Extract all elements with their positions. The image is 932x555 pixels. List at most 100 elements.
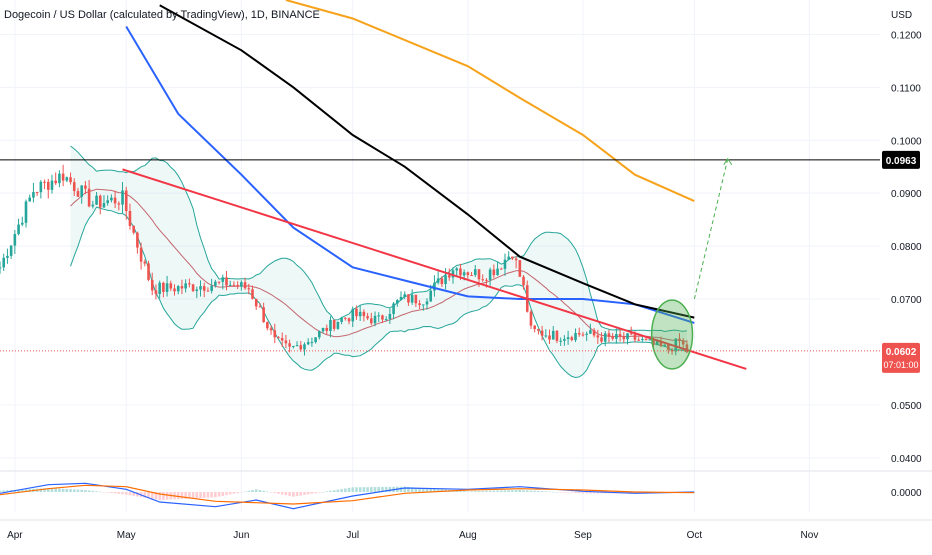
candle: [655, 341, 659, 345]
candle: [199, 286, 202, 290]
macd-histogram-bar: [150, 492, 154, 499]
candle: [466, 272, 470, 276]
candle: [32, 192, 35, 198]
candle: [150, 279, 154, 291]
macd-histogram-bar: [507, 490, 510, 492]
candle: [292, 345, 295, 347]
candle: [95, 195, 98, 205]
moving-average-line: [125, 25, 695, 324]
candle: [641, 339, 644, 341]
macd-histogram-bar: [485, 490, 488, 492]
candle: [440, 278, 444, 285]
macd-histogram-bar: [381, 486, 384, 492]
x-tick-label: Sep: [574, 530, 592, 541]
candle: [678, 338, 681, 341]
macd-histogram-bar: [136, 492, 139, 497]
macd-histogram-bar: [95, 491, 98, 492]
macd-histogram-bar: [533, 490, 536, 492]
macd-histogram-bar: [162, 492, 165, 500]
macd-histogram-bar: [46, 488, 50, 492]
candle: [563, 339, 566, 341]
candle: [574, 333, 577, 341]
candle: [180, 286, 184, 289]
macd-zero-label: 0.0000: [891, 488, 922, 499]
macd-histogram-bar: [329, 490, 332, 492]
projection-arrow-head: [723, 157, 733, 166]
macd-histogram-bar: [459, 490, 462, 492]
candle: [410, 294, 414, 303]
macd-histogram-bar: [121, 492, 124, 495]
candle: [113, 197, 117, 204]
candle: [228, 284, 232, 286]
candle: [473, 269, 477, 276]
candle: [626, 333, 629, 340]
countdown-label: 07:01:00: [883, 360, 918, 370]
macd-histogram-bar: [407, 486, 410, 492]
macd-histogram-bar: [436, 489, 440, 492]
candle: [2, 257, 6, 268]
macd-histogram-bar: [273, 492, 277, 493]
candle: [462, 272, 466, 276]
macd-histogram-bar: [466, 491, 470, 492]
macd-histogram-bar: [258, 490, 262, 492]
candle: [681, 340, 685, 345]
candle: [366, 316, 369, 319]
macd-histogram-bar: [72, 489, 76, 492]
candle: [507, 256, 510, 260]
candle: [191, 284, 195, 292]
macd-histogram-bar: [54, 488, 57, 492]
candle: [470, 275, 473, 277]
macd-histogram-bar: [91, 490, 95, 492]
macd-histogram-bar: [128, 492, 132, 496]
candle: [106, 200, 109, 204]
candle: [165, 283, 169, 292]
candle: [540, 330, 544, 336]
macd-histogram-bar: [110, 492, 113, 493]
x-tick-label: May: [117, 530, 136, 541]
candle: [537, 328, 540, 331]
macd-histogram-bar: [202, 492, 206, 498]
macd-histogram-bar: [477, 491, 481, 492]
macd-histogram-bar: [113, 492, 117, 494]
macd-histogram-bar: [585, 492, 588, 494]
macd-histogram-bar: [425, 488, 429, 492]
candle: [577, 333, 581, 335]
candle: [344, 317, 347, 319]
macd-histogram-bar: [314, 492, 317, 494]
candle: [425, 301, 429, 305]
macd-histogram-bar: [43, 488, 46, 492]
candle: [592, 330, 596, 336]
macd-histogram-bar: [176, 492, 180, 500]
candle: [618, 334, 622, 337]
drawings: 0.0963 0.0602 07:01:00: [0, 150, 920, 373]
candle: [485, 279, 488, 281]
moving-average-line: [285, 0, 695, 203]
candle: [589, 330, 592, 334]
macd-histogram-bar: [566, 492, 570, 493]
macd-pane: 0.0000: [0, 482, 922, 510]
candle: [254, 298, 258, 307]
x-tick-label: Jul: [346, 530, 359, 541]
macd-histogram-bar: [214, 492, 217, 498]
y-tick-label: 0.0700: [891, 295, 922, 306]
candle: [54, 180, 57, 184]
candle: [117, 203, 121, 205]
candle: [674, 338, 678, 352]
macd-histogram-bar: [574, 492, 577, 493]
candle: [629, 333, 633, 335]
macd-histogram-bar: [236, 492, 239, 493]
candle: [195, 289, 199, 292]
horizontal-line-price-tag: [882, 150, 920, 169]
candle: [499, 268, 503, 270]
candle: [570, 337, 574, 341]
macd-histogram-bar: [180, 492, 184, 499]
candle: [136, 232, 139, 248]
candle: [615, 334, 618, 339]
macd-histogram-bar: [303, 492, 306, 495]
macd-histogram-bar: [117, 492, 121, 494]
candle: [444, 275, 447, 285]
candle: [329, 320, 332, 331]
candle: [58, 173, 61, 184]
